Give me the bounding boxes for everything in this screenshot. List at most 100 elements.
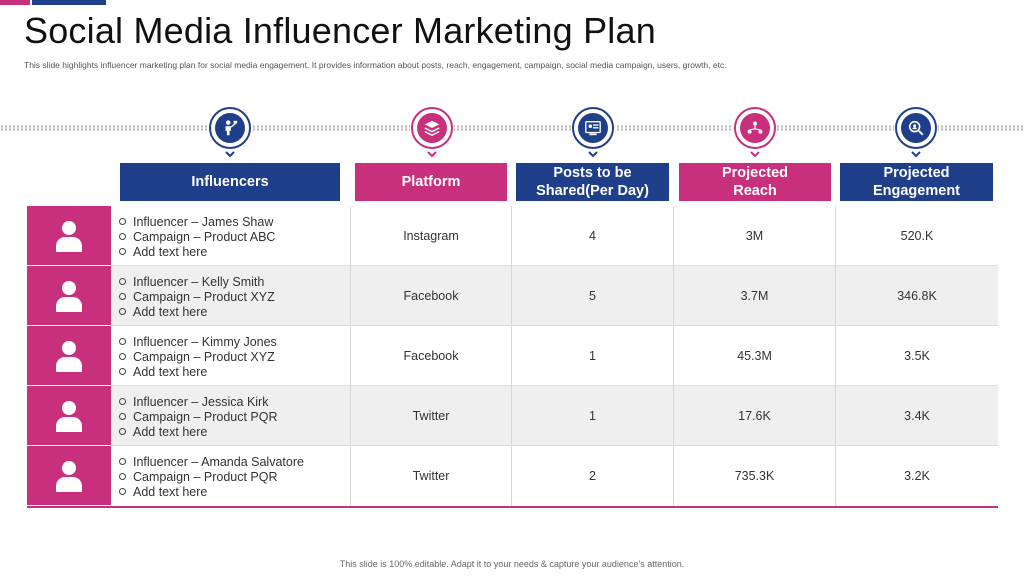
row-divider <box>111 325 998 326</box>
engagement-cell: 346.8K <box>897 289 937 303</box>
reach-cell: 3.7M <box>674 266 836 326</box>
footer-note: This slide is 100% editable. Adapt it to… <box>339 559 685 569</box>
influencer-name: Influencer – Kelly Smith <box>133 274 265 289</box>
chevron-down-icon <box>427 151 437 158</box>
chevron-down-icon <box>911 151 921 158</box>
influencer-details: Influencer – Kelly Smith Campaign – Prod… <box>111 266 351 326</box>
extra-text: Add text here <box>133 424 208 439</box>
bullet-circle-icon <box>119 488 126 495</box>
influencer-details: Influencer – Amanda Salvatore Campaign –… <box>111 446 351 506</box>
header-platform: Platform <box>355 163 507 201</box>
bullet-circle-icon <box>119 473 126 480</box>
user-icon <box>56 400 82 432</box>
extra-text: Add text here <box>133 364 208 379</box>
chevron-down-icon <box>588 151 598 158</box>
influencer-details: Influencer – Kimmy Jones Campaign – Prod… <box>111 326 351 386</box>
bullet-circle-icon <box>119 398 126 405</box>
table-row: Influencer – Amanda Salvatore Campaign –… <box>27 446 998 506</box>
search-users-icon <box>908 120 924 136</box>
dotted-divider <box>0 125 1024 131</box>
user-icon <box>56 460 82 492</box>
extra-text: Add text here <box>133 484 208 499</box>
page-title: Social Media Influencer Marketing Plan <box>24 10 656 51</box>
top-accent-navy <box>32 0 106 5</box>
reach-cell: 735.3K <box>674 446 836 506</box>
posts-cell: 4 <box>512 206 674 266</box>
platform-cell: Facebook <box>351 326 512 386</box>
header-posts: Posts to be Shared(Per Day) <box>516 163 669 201</box>
bullet-circle-icon <box>119 458 126 465</box>
bullet-circle-icon <box>119 233 126 240</box>
influencer-table: Influencer – James Shaw Campaign – Produ… <box>27 206 998 508</box>
header-engagement: Projected Engagement <box>840 163 993 201</box>
network-users-icon <box>747 121 763 134</box>
user-icon <box>56 280 82 312</box>
campaign-name: Campaign – Product PQR <box>133 469 278 484</box>
reach-cell: 17.6K <box>674 386 836 446</box>
avatar <box>27 266 111 326</box>
table-row: Influencer – Kimmy Jones Campaign – Prod… <box>27 326 998 386</box>
avatar <box>27 326 111 386</box>
bullet-circle-icon <box>119 368 126 375</box>
bullet-circle-icon <box>119 248 126 255</box>
bullet-circle-icon <box>119 413 126 420</box>
platform-cell: Twitter <box>351 446 512 506</box>
influencer-name: Influencer – Jessica Kirk <box>133 394 269 409</box>
user-icon <box>56 340 82 372</box>
platform-cell: Twitter <box>351 386 512 446</box>
influencer-name: Influencer – Amanda Salvatore <box>133 454 304 469</box>
influencer-details: Influencer – James Shaw Campaign – Produ… <box>111 206 351 266</box>
posts-cell: 1 <box>512 386 674 446</box>
social-post-icon <box>585 121 601 136</box>
engagement-cell: 3.5K <box>904 349 930 363</box>
posts-cell: 2 <box>512 446 674 506</box>
header-influencers: Influencers <box>120 163 340 201</box>
campaign-name: Campaign – Product ABC <box>133 229 276 244</box>
bullet-circle-icon <box>119 308 126 315</box>
avatar <box>27 446 111 506</box>
person-presenting-icon <box>225 120 238 136</box>
extra-text: Add text here <box>133 304 208 319</box>
influencers-column-icon <box>208 106 252 150</box>
campaign-name: Campaign – Product PQR <box>133 409 278 424</box>
table-row: Influencer – James Shaw Campaign – Produ… <box>27 206 998 266</box>
user-icon <box>56 220 82 252</box>
row-divider <box>111 265 998 266</box>
chevron-down-icon <box>225 151 235 158</box>
extra-text: Add text here <box>133 244 208 259</box>
bullet-circle-icon <box>119 293 126 300</box>
reach-column-icon <box>733 106 777 150</box>
top-accent-pink <box>0 0 30 5</box>
bullet-circle-icon <box>119 353 126 360</box>
table-row: Influencer – Jessica Kirk Campaign – Pro… <box>27 386 998 446</box>
influencer-name: Influencer – James Shaw <box>133 214 274 229</box>
reach-cell: 45.3M <box>674 326 836 386</box>
reach-cell: 3M <box>674 206 836 266</box>
row-divider <box>111 385 998 386</box>
influencer-details: Influencer – Jessica Kirk Campaign – Pro… <box>111 386 351 446</box>
engagement-cell: 3.4K <box>904 409 930 423</box>
posts-column-icon <box>571 106 615 150</box>
engagement-column-icon <box>894 106 938 150</box>
header-reach: Projected Reach <box>679 163 831 201</box>
platform-cell: Facebook <box>351 266 512 326</box>
bullet-circle-icon <box>119 218 126 225</box>
campaign-name: Campaign – Product XYZ <box>133 349 275 364</box>
engagement-cell: 3.2K <box>904 469 930 483</box>
avatar <box>27 386 111 446</box>
avatar <box>27 206 111 266</box>
posts-cell: 5 <box>512 266 674 326</box>
table-row: Influencer – Kelly Smith Campaign – Prod… <box>27 266 998 326</box>
layers-icon <box>424 120 440 137</box>
bullet-circle-icon <box>119 278 126 285</box>
platform-column-icon <box>410 106 454 150</box>
posts-cell: 1 <box>512 326 674 386</box>
row-divider <box>111 445 998 446</box>
page-subtitle: This slide highlights influencer marketi… <box>24 60 727 70</box>
platform-cell: Instagram <box>351 206 512 266</box>
engagement-cell: 520.K <box>900 229 934 243</box>
influencer-name: Influencer – Kimmy Jones <box>133 334 277 349</box>
chevron-down-icon <box>750 151 760 158</box>
bullet-circle-icon <box>119 428 126 435</box>
campaign-name: Campaign – Product XYZ <box>133 289 275 304</box>
